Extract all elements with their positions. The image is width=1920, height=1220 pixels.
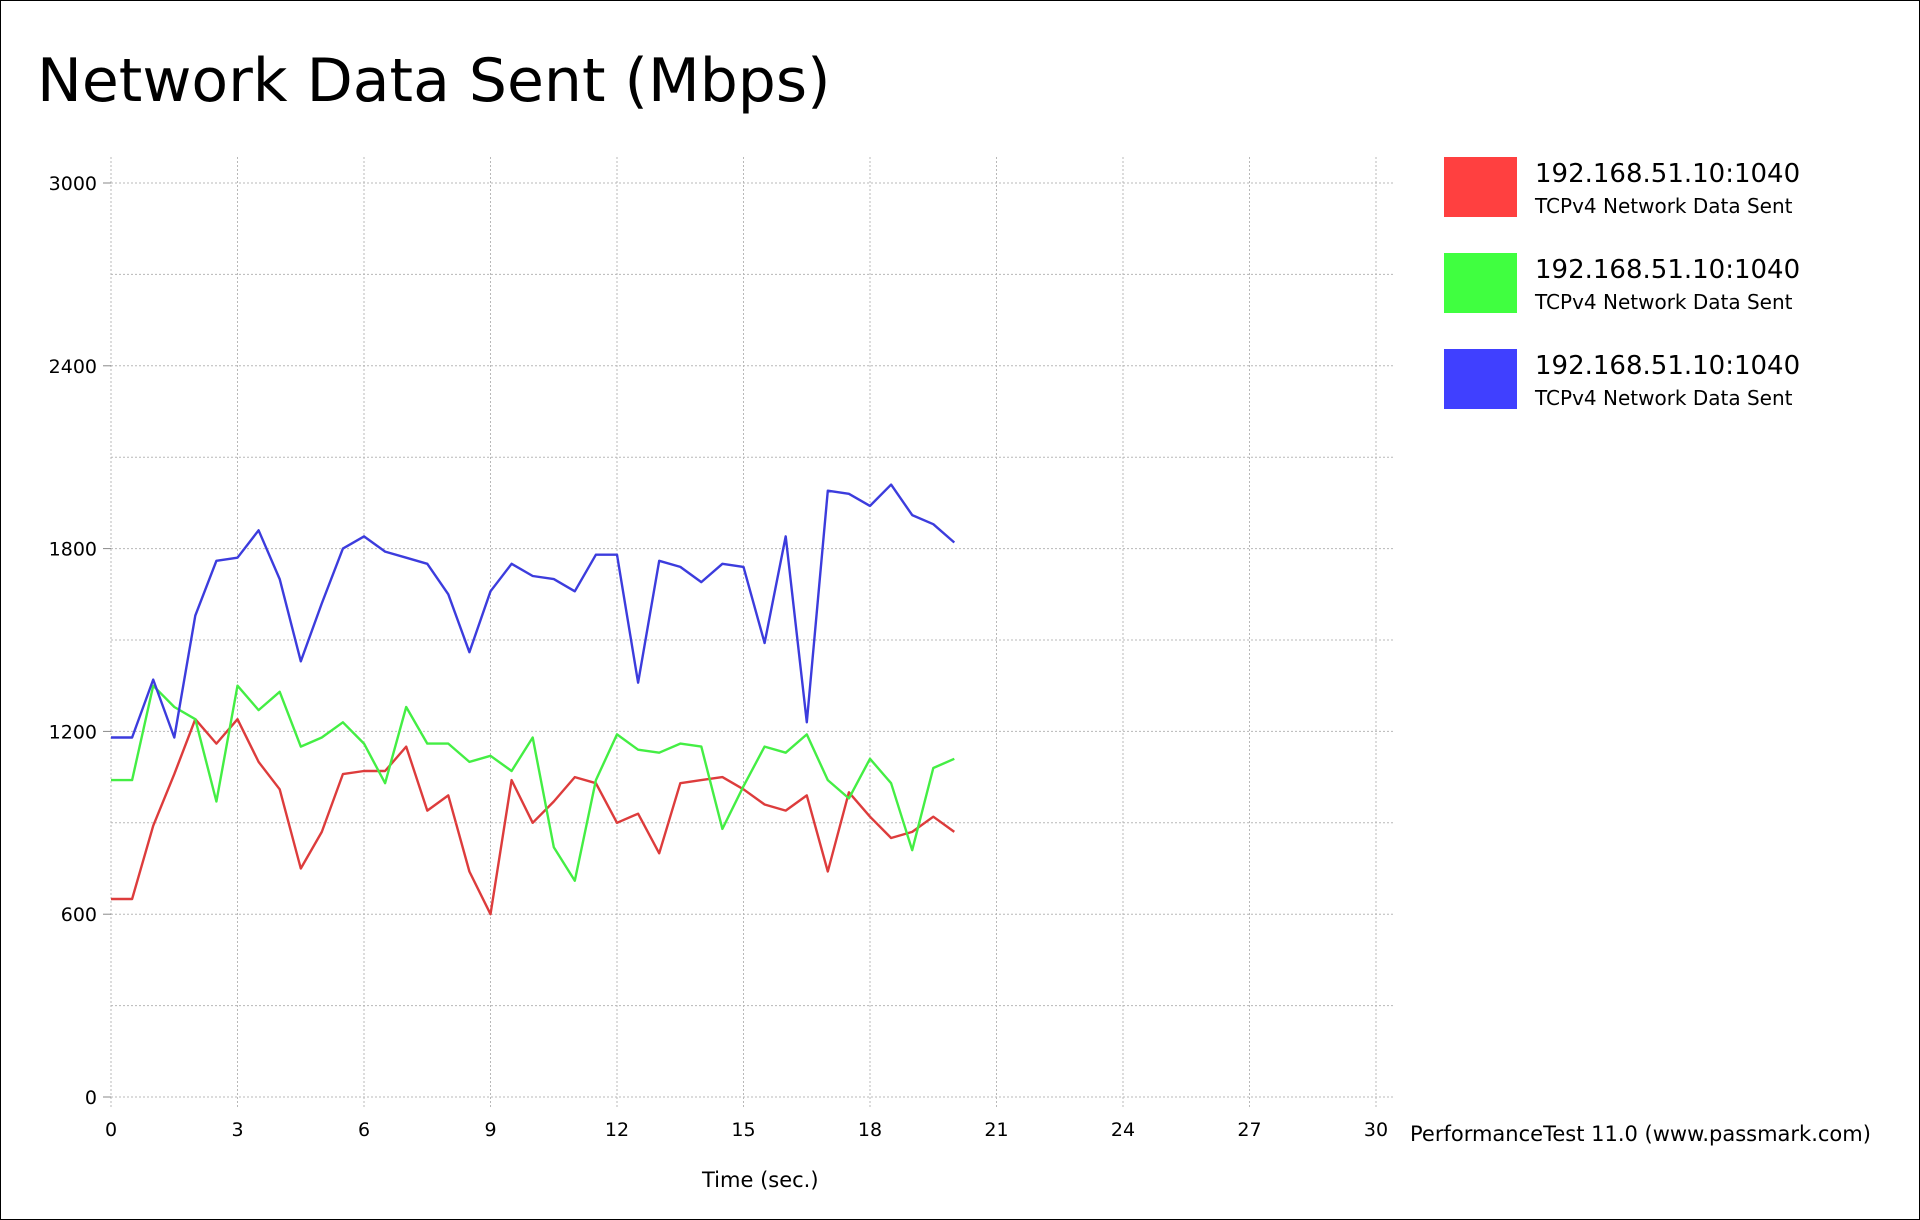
series-line-1 <box>111 718 956 916</box>
legend-label: 192.168.51.10:1040 <box>1535 159 1801 189</box>
legend-description: TCPv4 Network Data Sent <box>1535 194 1793 218</box>
y-tick-label: 0 <box>85 1087 97 1109</box>
x-tick-label: 12 <box>605 1119 629 1141</box>
x-tick-label: 6 <box>358 1119 370 1141</box>
legend-swatch-red <box>1444 157 1517 217</box>
legend-label: 192.168.51.10:1040 <box>1535 351 1801 381</box>
y-tick-label: 3000 <box>49 173 97 195</box>
y-tick-label: 1800 <box>49 539 97 561</box>
x-tick-label: 27 <box>1237 1119 1261 1141</box>
x-tick-label: 9 <box>484 1119 496 1141</box>
chart-title: Network Data Sent (Mbps) <box>37 46 831 116</box>
series-line-3 <box>111 483 956 739</box>
x-tick-label: 21 <box>984 1119 1008 1141</box>
x-tick-label: 15 <box>731 1119 755 1141</box>
x-tick-label: 24 <box>1111 1119 1135 1141</box>
y-tick-label: 2400 <box>49 356 97 378</box>
legend-swatch-green <box>1444 253 1517 313</box>
credit-text: PerformanceTest 11.0 (www.passmark.com) <box>1410 1122 1871 1146</box>
series-line-2 <box>111 684 955 882</box>
legend-swatch-blue <box>1444 349 1517 409</box>
legend-label: 192.168.51.10:1040 <box>1535 255 1801 285</box>
legend-description: TCPv4 Network Data Sent <box>1535 290 1793 314</box>
x-tick-label: 30 <box>1364 1119 1388 1141</box>
x-tick-label: 0 <box>105 1119 117 1141</box>
legend-description: TCPv4 Network Data Sent <box>1535 386 1793 410</box>
x-tick-label: 18 <box>858 1119 882 1141</box>
y-tick-label: 600 <box>61 904 97 926</box>
x-tick-label: 3 <box>231 1119 243 1141</box>
y-tick-label: 1200 <box>49 721 97 743</box>
x-axis-label: Time (sec.) <box>702 1168 819 1192</box>
